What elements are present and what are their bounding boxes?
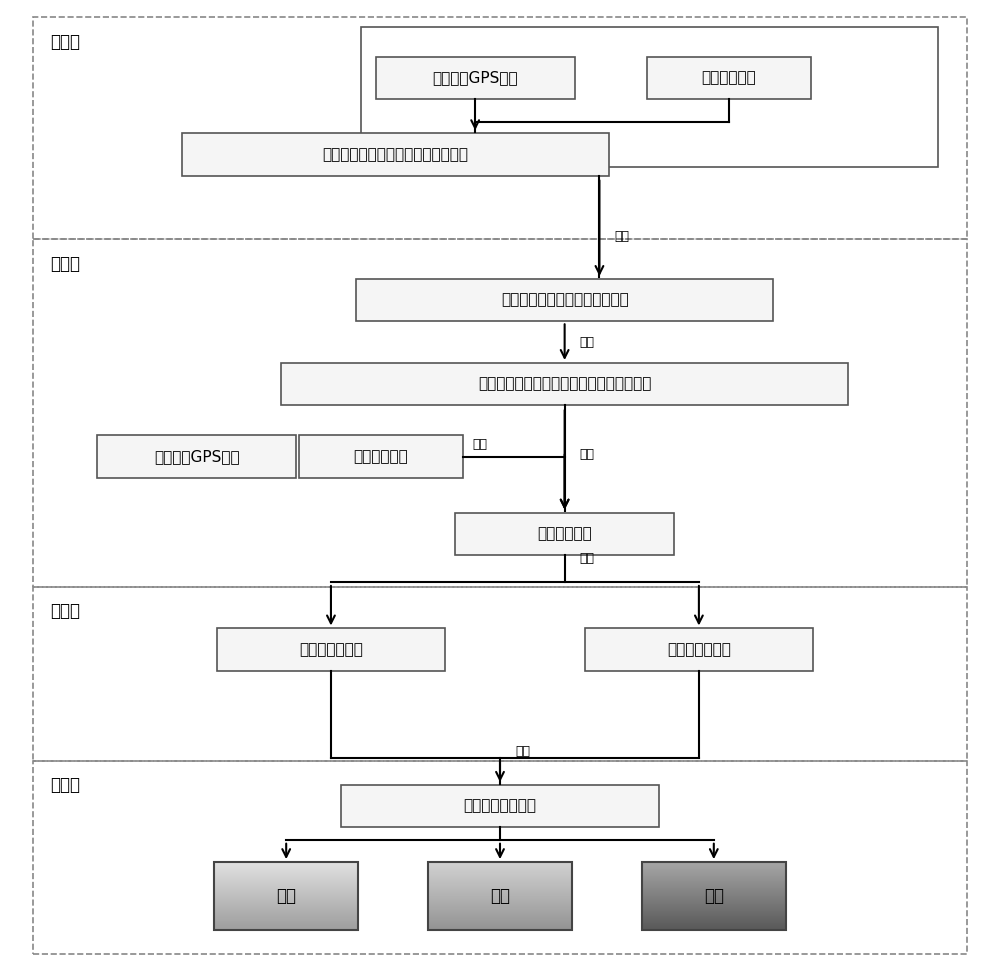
FancyBboxPatch shape — [281, 363, 848, 405]
Text: 输入: 输入 — [515, 746, 530, 758]
Text: 交通拥堵判别逻辑: 交通拥堵判别逻辑 — [464, 798, 536, 814]
FancyBboxPatch shape — [585, 628, 813, 671]
Text: 步骤一: 步骤一 — [51, 33, 81, 50]
Text: 步骤三: 步骤三 — [51, 602, 81, 620]
Text: 步骤二: 步骤二 — [51, 254, 81, 273]
Text: 计算: 计算 — [580, 448, 595, 460]
FancyBboxPatch shape — [356, 279, 773, 321]
Text: 道路拓扑数据: 道路拓扑数据 — [353, 449, 408, 464]
Bar — [33, 239, 967, 586]
Bar — [361, 27, 938, 167]
Text: 道路拓扑数据: 道路拓扑数据 — [701, 71, 756, 85]
Text: 实时车辆GPS数据: 实时车辆GPS数据 — [154, 449, 240, 464]
FancyBboxPatch shape — [217, 628, 445, 671]
Bar — [33, 17, 967, 239]
FancyBboxPatch shape — [182, 133, 609, 176]
Text: 路段交通流密度: 路段交通流密度 — [667, 642, 731, 657]
FancyBboxPatch shape — [341, 785, 659, 827]
Bar — [33, 586, 967, 760]
FancyBboxPatch shape — [299, 435, 463, 478]
Text: 步骤四: 步骤四 — [51, 776, 81, 794]
FancyBboxPatch shape — [455, 513, 674, 555]
Text: 历史车辆GPS数据: 历史车辆GPS数据 — [432, 71, 518, 85]
FancyBboxPatch shape — [376, 57, 575, 99]
Text: 人工神经网络模型输入层神经元: 人工神经网络模型输入层神经元 — [501, 292, 629, 308]
Text: 路段行程时间: 路段行程时间 — [537, 526, 592, 541]
Text: 缓行: 缓行 — [490, 887, 510, 905]
Text: 拥堵: 拥堵 — [704, 887, 724, 905]
Text: 路段交通流速度: 路段交通流速度 — [299, 642, 363, 657]
Text: 畅通: 畅通 — [276, 887, 296, 905]
FancyBboxPatch shape — [97, 435, 296, 478]
Text: 输入: 输入 — [614, 230, 629, 243]
Text: 训练: 训练 — [580, 336, 595, 349]
Bar — [33, 760, 967, 954]
Text: 计算: 计算 — [580, 552, 595, 565]
Text: 基于神经网络模型的路段行程时间判别模型: 基于神经网络模型的路段行程时间判别模型 — [478, 377, 651, 391]
Text: 城市道路路段行程时间分配类型划分: 城市道路路段行程时间分配类型划分 — [323, 147, 469, 162]
FancyBboxPatch shape — [647, 57, 811, 99]
Text: 输入: 输入 — [473, 439, 488, 452]
